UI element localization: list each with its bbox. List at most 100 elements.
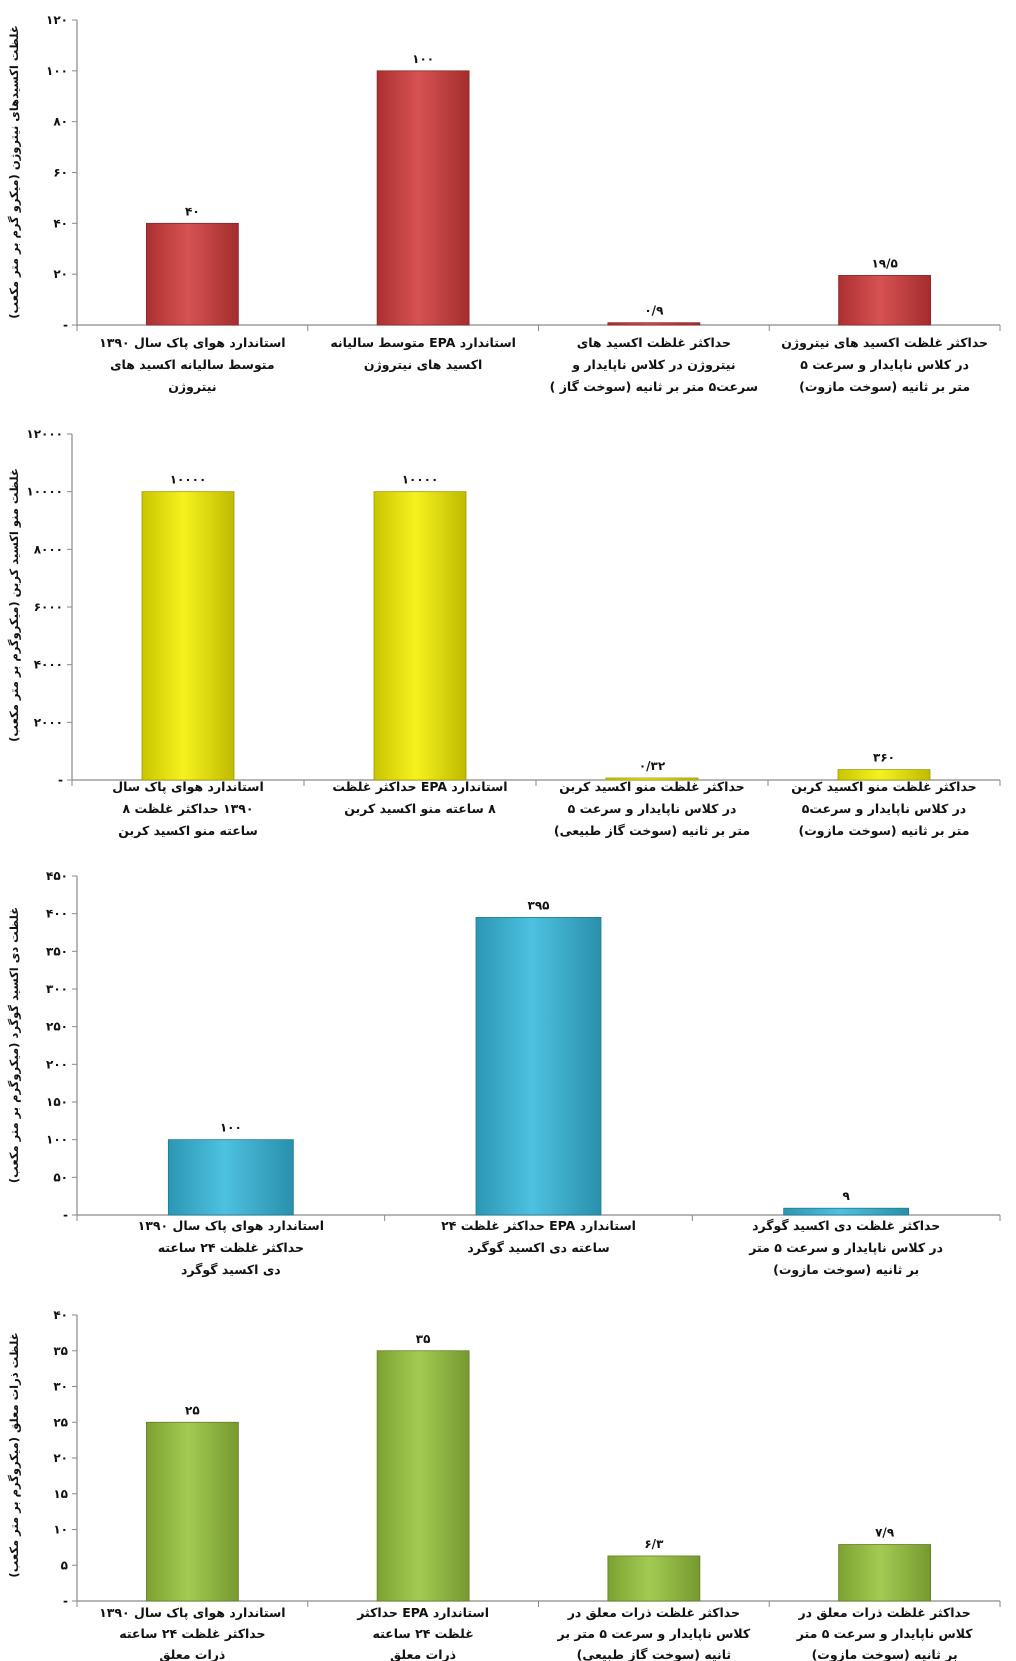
y-tick-label: ۱۰۰۰۰ (26, 485, 63, 499)
x-tick-label: استاندارد هوای پاک سال ۱۳۹۰ (99, 335, 285, 350)
y-tick-label: ۲۰۰۰ (34, 715, 63, 729)
x-tick-label: حداکثر غلظت ذرات معلق در (797, 1605, 970, 1620)
bar (838, 275, 932, 326)
x-tick-label: استاندارد هوای پاک سال (112, 779, 264, 794)
data-label: ۳۹۵ (528, 898, 550, 912)
y-tick-label: ۱۵۰ (46, 1095, 68, 1109)
bar (607, 322, 701, 326)
x-tick-label: استاندارد هوای پاک سال ۱۳۹۰ (138, 1218, 324, 1233)
y-tick-label: ۲۵ (53, 1415, 68, 1429)
x-tick-label: ۸ ساعته منو اکسید کربن (344, 801, 496, 816)
x-tick-label: استاندارد EPA حداکثر غلظت ۲۴ (441, 1218, 636, 1233)
x-tick-label: ذرات معلق (390, 1647, 456, 1661)
x-tick-label: در کلاس ناپایدار و سرعت۵ (802, 801, 966, 816)
x-tick-label: کلاس ناپایدار و سرعت ۵ متر بر (557, 1626, 751, 1641)
x-tick-label: بر ثانیه (سوخت مازوت) (773, 1262, 919, 1277)
y-tick-label: - (63, 1208, 68, 1222)
y-tick-label: ۱۲۰۰۰ (26, 427, 63, 441)
bar (141, 491, 235, 781)
bar (838, 1544, 932, 1602)
x-tick-label: حداکثر غلظت اکسید های (577, 335, 731, 350)
x-tick-label: متر بر ثانیه (سوخت مازوت) (799, 379, 970, 394)
y-tick-label: ۳۰ (53, 1380, 68, 1394)
y-tick-label: ۶۰ (53, 166, 68, 180)
bar (783, 1207, 910, 1216)
data-label: ۰/۹ (644, 304, 664, 318)
data-label: ۶/۳ (644, 1537, 664, 1551)
x-tick-label: حداکثر غلظت ۲۴ ساعته (119, 1626, 265, 1641)
x-tick-label: متر بر ثانیه (سوخت گاز طبیعی) (554, 823, 750, 838)
y-tick-label: ۵۰ (53, 1170, 68, 1184)
data-label: ۱۰۰۰۰ (402, 473, 439, 487)
y-tick-label: ۱۰ (53, 1523, 68, 1537)
x-tick-label: نیتروژن (168, 379, 216, 394)
y-tick-label: ۸۰۰۰ (34, 542, 63, 556)
x-tick-label: در کلاس ناپایدار و سرعت ۵ متر (748, 1240, 943, 1255)
y-tick-label: ۱۰۰ (46, 64, 68, 78)
x-tick-label: ساعته دی اکسید گوگرد (467, 1240, 609, 1255)
data-label: ۱۰۰۰۰ (170, 473, 207, 487)
bar (475, 917, 602, 1216)
chart-2: - ۲۰۰۰ ۴۰۰۰ ۶۰۰۰ ۸۰۰۰ ۱۰۰۰۰ ۱۲۰۰۰ غلظت منو اکسی… (7, 427, 1001, 838)
x-tick-label: در کلاس ناپایدار و سرعت ۵ (568, 801, 737, 816)
data-label: ۷/۹ (875, 1526, 895, 1540)
x-tick-label: استاندارد EPA متوسط سالیانه (330, 335, 516, 350)
chart-4: - ۵ ۱۰ ۱۵ ۲۰ ۲۵ ۳۰ ۳۵ ۴۰ غلظت ذرات معلق (میکروگرم… (7, 1308, 1001, 1661)
x-tick-label: سرعت۵ متر بر ثانیه (سوخت گاز ) (550, 379, 758, 394)
x-tick-label: دی اکسید گوگرد (181, 1262, 281, 1277)
y-tick-label: - (63, 1594, 68, 1608)
x-tick-label: ذرات معلق (159, 1647, 225, 1661)
x-tick-label: استاندارد هوای پاک سال ۱۳۹۰ (99, 1605, 285, 1620)
y-tick-label: ۲۰ (53, 267, 68, 281)
x-tick-label: کلاس ناپایدار و سرعت ۵ متر (796, 1626, 974, 1641)
data-label: ۳۶۰ (873, 751, 895, 765)
x-tick-label: استاندارد EPA حداکثر (356, 1605, 489, 1620)
y-tick-label: - (58, 773, 63, 787)
x-tick-label: اکسید های نیتروژن (364, 357, 482, 372)
y-tick-label: ۲۰۰ (46, 1057, 68, 1071)
x-tick-label: حداکثر غلظت اکسید های نیتروژن (781, 335, 988, 350)
bar (167, 1139, 294, 1216)
x-tick-label: متر بر ثانیه (سوخت مازوت) (798, 823, 969, 838)
y-tick-label: ۳۵۰ (46, 944, 68, 958)
data-label: ۱۰۰ (220, 1121, 242, 1135)
y-tick-label: ۳۰۰ (46, 982, 68, 996)
y-tick-label: ۸۰ (53, 115, 68, 129)
x-tick-label: حداکثر غلظت ۲۴ ساعته (158, 1240, 304, 1255)
data-label: ۱۰۰ (412, 52, 434, 66)
y-tick-label: ۲۰ (53, 1451, 68, 1465)
chart-3: - ۵۰ ۱۰۰ ۱۵۰ ۲۰۰ ۲۵۰ ۳۰۰ ۳۵۰ ۴۰۰ ۴۵۰ غلظت دی اکسید… (7, 869, 1001, 1277)
data-label: ۹ (843, 1189, 851, 1203)
x-tick-label: بر ثانیه (سوخت مازوت) (812, 1647, 958, 1661)
data-label: ۳۵ (416, 1332, 431, 1346)
bar (605, 777, 699, 781)
x-tick-label: حداکثر غلظت دی اکسید گوگرد (752, 1218, 940, 1233)
x-tick-label: در کلاس ناپایدار و سرعت ۵ (800, 357, 969, 372)
y-tick-label: ۴۰ (53, 1308, 68, 1322)
y-tick-label: ۵ (61, 1558, 68, 1572)
y-axis-title: غلظت ذرات معلق (میکروگرم بر متر مکعب) (7, 1332, 22, 1577)
y-tick-label: ۴۵۰ (46, 869, 68, 883)
y-axis-title: غلظت اکسیدهای نیتروژن (میکرو گرم بر متر … (7, 25, 22, 318)
y-axis-title: غلظت منو اکسید کربن (میکروگرم بر متر مکع… (7, 468, 22, 742)
x-tick-label: حداکثر غلظت منو اکسید کربن (791, 779, 976, 794)
bar (145, 222, 239, 326)
x-tick-label: متوسط سالیانه اکسید های (110, 357, 275, 372)
y-axis-title: غلظت دی اکسید گوگرد (میکروگرم بر متر مکع… (7, 907, 22, 1183)
y-tick-label: ۴۰ (53, 216, 68, 230)
x-tick-label: ۱۳۹۰ حداکثر غلظت ۸ (123, 801, 254, 816)
bar (607, 1555, 701, 1602)
x-tick-label: ثانیه (سوخت گاز طبیعی) (577, 1647, 731, 1661)
y-tick-label: ۴۰۰۰ (34, 658, 63, 672)
x-tick-label: غلظت ۲۴ ساعته (373, 1626, 474, 1641)
data-label: ۰/۳۲ (639, 759, 666, 773)
bar (145, 1421, 239, 1602)
chart-1: - ۲۰ ۴۰ ۶۰ ۸۰ ۱۰۰ ۱۲۰ غلظت اکسیدهای نیتروژن (می… (7, 13, 1001, 394)
y-tick-label: ۱۲۰ (46, 13, 68, 27)
x-tick-label: ساعته منو اکسید کربن (118, 823, 258, 838)
x-tick-label: حداکثر غلظت ذرات معلق در (567, 1605, 740, 1620)
y-tick-label: ۲۵۰ (46, 1020, 68, 1034)
y-tick-label: ۶۰۰۰ (34, 600, 63, 614)
data-label: ۱۹/۵ (871, 256, 897, 270)
